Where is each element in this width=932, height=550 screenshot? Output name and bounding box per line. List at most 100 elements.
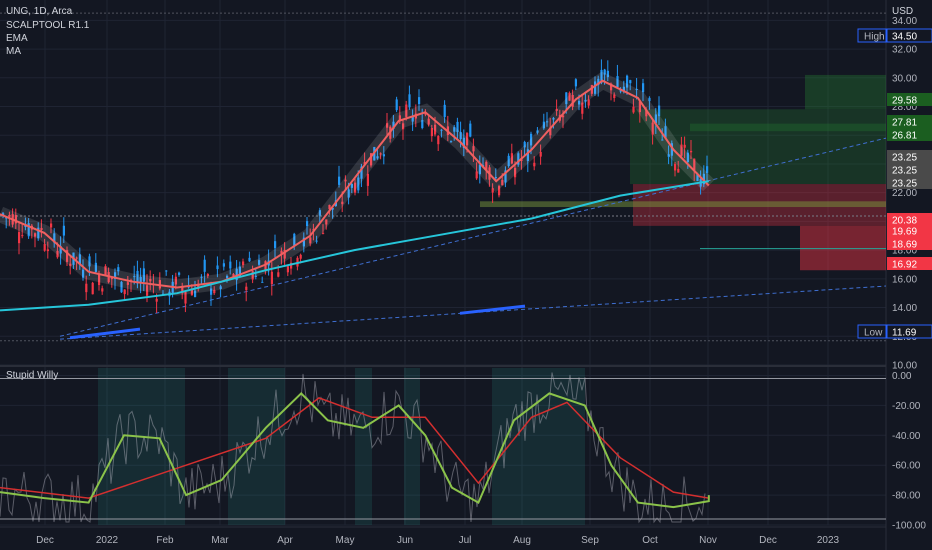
time-tick-label: Apr — [277, 535, 293, 546]
candle-body — [88, 256, 91, 267]
candle-body — [581, 102, 584, 114]
candle-body — [437, 135, 440, 145]
price-tags: High 34.5029.5827.8126.8123.2523.2523.252… — [857, 28, 932, 339]
candle-body — [264, 261, 267, 272]
candle-body — [155, 298, 158, 302]
candle-body — [610, 83, 613, 91]
candle-body — [485, 161, 488, 171]
time-axis: Dec 2022 Feb Mar Apr May Jun Jul Aug Sep Oct Nov Dec… — [36, 535, 839, 546]
candle-body — [501, 179, 504, 186]
candle-body — [523, 141, 526, 148]
candle-body — [635, 88, 638, 90]
candle-body — [584, 99, 587, 102]
price-tag-bg — [887, 237, 932, 250]
candle-body — [427, 118, 430, 125]
candle-body — [251, 271, 254, 280]
time-tick-label: May — [336, 535, 355, 546]
price-tag-caption: High — [864, 32, 885, 43]
price-tag-value: 18.69 — [892, 240, 917, 251]
candle-body — [517, 153, 520, 165]
osc-tick-label: 0.00 — [892, 371, 912, 382]
candle-body — [229, 261, 232, 269]
candle-body — [590, 85, 593, 94]
target-zone-high — [805, 74, 886, 110]
price-tag-bg — [887, 176, 932, 189]
candle-body — [491, 188, 494, 193]
candle-body — [622, 86, 625, 92]
candle-body — [133, 276, 136, 278]
currency-label: USD — [892, 6, 913, 17]
candle-body — [395, 99, 398, 111]
candle-body — [21, 235, 24, 237]
price-tick-label: 14.00 — [892, 303, 917, 314]
oscillator-pane — [0, 368, 886, 525]
candle-body — [651, 122, 654, 135]
osc-tick-label: -20.00 — [892, 401, 921, 412]
osc-zone — [98, 368, 185, 525]
candle-body — [686, 152, 689, 163]
candle-body — [328, 204, 331, 210]
candle-body — [600, 69, 603, 83]
price-tag-bg — [886, 324, 932, 339]
candle-body — [456, 121, 459, 133]
candle-body — [62, 225, 65, 236]
price-tick-label: 18.00 — [892, 246, 917, 257]
time-tick-label: Jun — [397, 535, 413, 546]
price-tick-label: 10.00 — [892, 361, 917, 372]
candle-body — [286, 266, 289, 273]
candle-body — [440, 129, 443, 131]
time-tick-label: Dec — [759, 535, 777, 546]
candle-body — [53, 233, 56, 243]
symbol-label[interactable]: UNG, 1D, Arca — [6, 6, 73, 17]
candle-body — [114, 272, 117, 279]
candle-body — [117, 267, 120, 272]
target-zone-band — [690, 123, 886, 132]
candle-body — [34, 233, 37, 237]
price-tick-label: 34.00 — [892, 16, 917, 27]
candle-body — [677, 168, 680, 173]
candle-body — [126, 282, 129, 285]
trendline-upper — [59, 137, 887, 337]
candle-body — [530, 133, 533, 146]
indicator-ma-label[interactable]: MA — [6, 46, 21, 57]
candle-body — [110, 277, 113, 280]
price-tag-value: 20.38 — [892, 216, 917, 227]
candle-body — [562, 115, 565, 118]
candle-body — [594, 81, 597, 94]
price-tag-bg — [886, 28, 932, 43]
time-tick-label: Nov — [699, 535, 717, 546]
candle-body — [226, 275, 229, 279]
candle-body — [555, 108, 558, 111]
candle-body — [341, 201, 344, 205]
candle-body — [648, 97, 651, 102]
candle-body — [603, 69, 606, 75]
candle-body — [194, 290, 197, 298]
candle-body — [642, 83, 645, 93]
candle-body — [302, 237, 305, 247]
candle-body — [363, 162, 366, 165]
indicator-ema-label[interactable]: EMA — [6, 33, 28, 44]
candle-body — [66, 250, 69, 262]
candle-body — [347, 189, 350, 198]
candle-body — [8, 214, 11, 217]
price-tag-bg — [887, 128, 932, 141]
candle-body — [418, 97, 421, 105]
osc-tick-label: -40.00 — [892, 431, 921, 442]
candle-body — [702, 173, 705, 185]
price-tag-value: 27.81 — [892, 118, 917, 129]
candle-body — [59, 246, 62, 254]
candle-body — [462, 137, 465, 148]
oscillator-title[interactable]: Stupid Willy — [6, 370, 58, 381]
price-tag-value: 26.81 — [892, 131, 917, 142]
candle-body — [504, 170, 507, 183]
candle-body — [344, 179, 347, 182]
indicator-scalptool-label[interactable]: SCALPTOOL R1.1 — [6, 20, 90, 31]
candle-body — [174, 276, 177, 285]
candle-body — [408, 94, 411, 108]
candle-body — [578, 100, 581, 105]
candle-body — [376, 156, 379, 159]
candle-body — [667, 154, 670, 157]
candle-body — [277, 272, 280, 277]
candle-body — [242, 261, 245, 265]
candle-body — [542, 121, 545, 129]
